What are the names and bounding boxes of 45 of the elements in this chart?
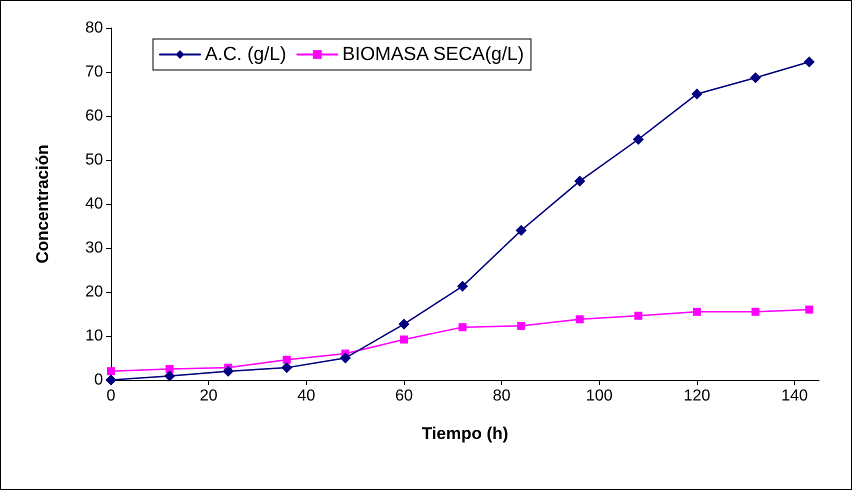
- point: [282, 356, 291, 364]
- y-tick-label: 60: [85, 108, 104, 124]
- y-tick-label: 0: [94, 372, 104, 388]
- legend-label: A.C. (g/L): [205, 44, 286, 65]
- point: [517, 322, 526, 330]
- point: [632, 134, 644, 145]
- y-tick-label: 70: [85, 64, 104, 80]
- y-tick-label: 80: [85, 20, 104, 36]
- point: [107, 367, 115, 376]
- x-tick-label: 120: [684, 388, 710, 404]
- point: [805, 306, 814, 314]
- point: [804, 56, 815, 68]
- point: [281, 362, 292, 374]
- point: [400, 336, 408, 344]
- point: [166, 365, 174, 373]
- point: [340, 352, 351, 364]
- x-tick-label: 100: [586, 388, 613, 404]
- y-tick-label: 20: [85, 284, 104, 300]
- point: [164, 370, 176, 382]
- y-tick-label: 40: [85, 196, 104, 212]
- point: [692, 308, 701, 316]
- point: [398, 318, 410, 330]
- x-tick-label: 140: [781, 388, 808, 404]
- x-tick-label: 80: [492, 388, 511, 404]
- point: [516, 224, 527, 236]
- legend-label: BIOMASA SECA(g/L): [342, 44, 524, 65]
- point: [457, 280, 468, 292]
- point: [752, 308, 760, 316]
- x-tick-label: 0: [106, 388, 116, 404]
- x-axis-title: Tiempo (h): [422, 424, 508, 443]
- x-tick-label: 20: [200, 388, 218, 404]
- y-tick-label: 10: [85, 328, 104, 344]
- point: [222, 366, 234, 377]
- point: [634, 312, 642, 320]
- point: [691, 88, 702, 100]
- point: [574, 176, 586, 187]
- y-tick-label: 50: [85, 152, 104, 168]
- x-tick-label: 40: [297, 388, 316, 404]
- y-axis-title: Concentración: [33, 144, 52, 264]
- point: [458, 323, 467, 332]
- x-tick-label: 60: [395, 388, 413, 404]
- point: [106, 374, 116, 386]
- point: [576, 315, 584, 324]
- y-tick-label: 30: [85, 240, 104, 256]
- point: [750, 72, 762, 84]
